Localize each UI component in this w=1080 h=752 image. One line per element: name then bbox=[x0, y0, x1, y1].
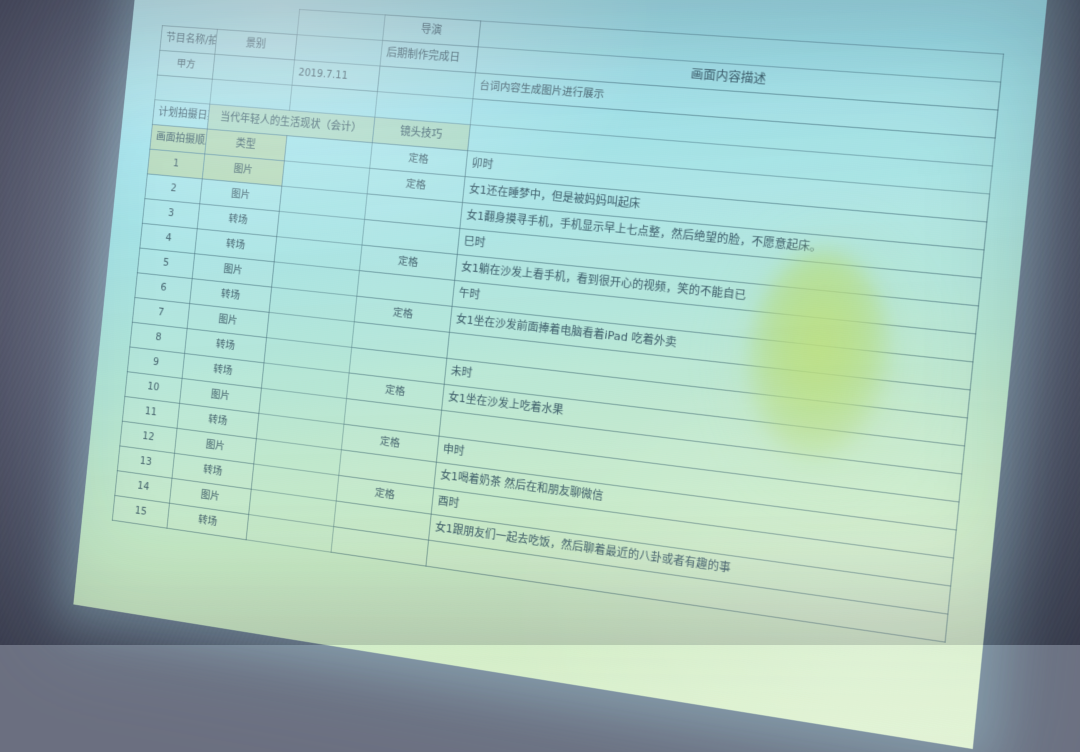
spacer-cell bbox=[162, 1, 220, 29]
spreadsheet-table: 导演 节目名称/拍摄完成及后期制作计划 景别 后期制作完成日 画面内容描述 甲方… bbox=[112, 0, 1004, 643]
project-meta-label: 节目名称/拍摄完成及后期制作计划 bbox=[159, 25, 218, 55]
projection-area: 导演 节目名称/拍摄完成及后期制作计划 景别 后期制作完成日 画面内容描述 甲方… bbox=[73, 0, 1050, 750]
storyboard-spreadsheet: 导演 节目名称/拍摄完成及后期制作计划 景别 后期制作完成日 画面内容描述 甲方… bbox=[112, 0, 1004, 643]
projected-screen: 导演 节目名称/拍摄完成及后期制作计划 景别 后期制作完成日 画面内容描述 甲方… bbox=[73, 0, 1050, 750]
